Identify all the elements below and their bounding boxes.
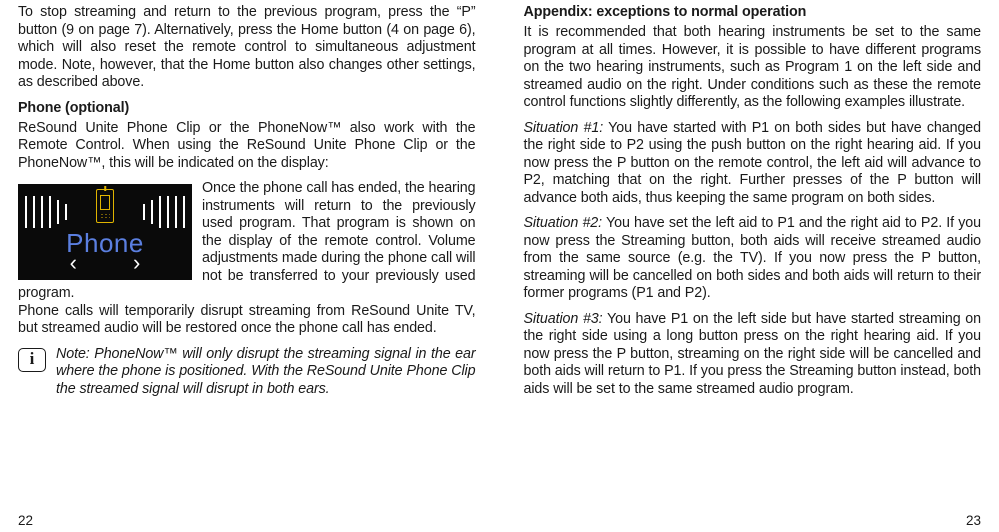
- paragraph: It is recommended that both hearing inst…: [524, 24, 982, 112]
- sound-waves-left-icon: [24, 194, 79, 230]
- paragraph: Phone calls will temporarily disrupt str…: [18, 303, 476, 338]
- sound-waves-right-icon: [131, 194, 186, 230]
- display-and-text: Phone ‹ › Once the phone call has ended,…: [18, 180, 476, 303]
- display-chevrons: ‹ ›: [18, 250, 192, 276]
- situation-label: Situation #3:: [524, 311, 603, 327]
- paragraph-situation-1: Situation #1: You have started with P1 o…: [524, 120, 982, 208]
- page-number: 22: [18, 513, 33, 528]
- info-icon: i: [18, 348, 46, 372]
- chevron-right-icon: ›: [133, 250, 140, 276]
- remote-display-illustration: Phone ‹ ›: [18, 184, 192, 280]
- note-block: i Note: PhoneNow™ will only disrupt the …: [18, 346, 476, 399]
- chevron-left-icon: ‹: [70, 250, 77, 276]
- paragraph: ReSound Unite Phone Clip or the PhoneNow…: [18, 120, 476, 173]
- antenna-icon: [104, 186, 106, 191]
- paragraph-situation-2: Situation #2: You have set the left aid …: [524, 215, 982, 303]
- note-text: Note: PhoneNow™ will only disrupt the st…: [56, 346, 476, 399]
- paragraph: To stop streaming and return to the prev…: [18, 4, 476, 92]
- left-page: To stop streaming and return to the prev…: [0, 0, 500, 532]
- heading-phone-optional: Phone (optional): [18, 100, 476, 116]
- paragraph-situation-3: Situation #3: You have P1 on the left si…: [524, 311, 982, 399]
- situation-label: Situation #1:: [524, 120, 604, 136]
- page-number: 23: [966, 513, 981, 528]
- situation-label: Situation #2:: [524, 215, 603, 231]
- right-page: Appendix: exceptions to normal operation…: [500, 0, 999, 532]
- heading-appendix: Appendix: exceptions to normal operation: [524, 4, 982, 20]
- page-spread: To stop streaming and return to the prev…: [0, 0, 999, 532]
- phone-icon: [96, 189, 114, 223]
